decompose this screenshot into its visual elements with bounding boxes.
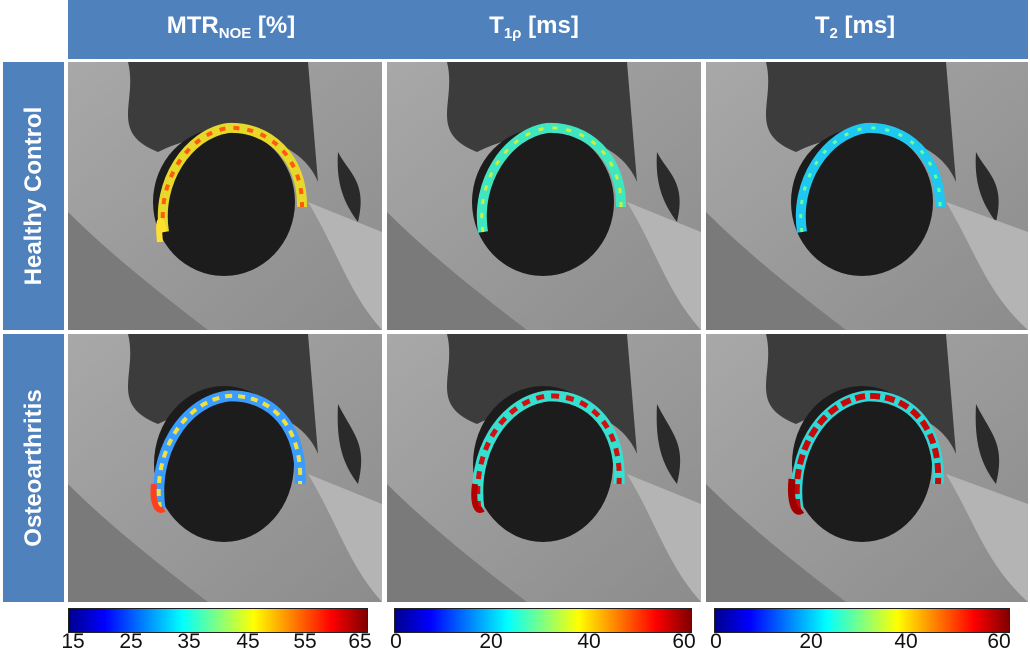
t2-colorbar <box>714 608 1010 633</box>
mtr-colorbar <box>68 608 368 633</box>
mtr-tick-label: 55 <box>293 630 317 653</box>
panel-healthy-t1rho <box>387 62 701 330</box>
panel-oa-t2 <box>706 334 1028 602</box>
column-title-t2: T2 [ms] <box>814 12 896 42</box>
panel-oa-mtr <box>68 334 382 602</box>
t1rho-colorbar <box>394 608 692 633</box>
row-title-healthy-control: Healthy Control <box>19 106 47 286</box>
mtr-tick-label: 15 <box>61 630 85 653</box>
t2-tick-label: 40 <box>894 630 918 653</box>
panel-oa-t1rho <box>387 334 701 602</box>
panel-healthy-t2 <box>706 62 1028 330</box>
mtr-tick-label: 45 <box>236 630 260 653</box>
mtr-tick-label: 65 <box>348 630 372 653</box>
panel-healthy-mtr <box>68 62 382 330</box>
t2-tick-label: 20 <box>799 630 823 653</box>
t1rho-tick-label: 0 <box>390 630 402 653</box>
row-title-osteoarthritis: Osteoarthritis <box>19 389 47 547</box>
mtr-tick-label: 25 <box>119 630 143 653</box>
row-label-bar-healthy: Healthy Control <box>3 62 64 330</box>
t2-tick-label: 60 <box>987 630 1011 653</box>
column-header-band <box>68 0 1028 59</box>
t2-tick-label: 0 <box>710 630 722 653</box>
mtr-tick-label: 35 <box>177 630 201 653</box>
t1rho-tick-label: 40 <box>577 630 601 653</box>
column-title-mtr-noe: MTRNOE [%] <box>166 12 296 42</box>
t1rho-tick-label: 20 <box>479 630 503 653</box>
row-label-bar-oa: Osteoarthritis <box>3 334 64 602</box>
column-title-t1rho: T1ρ [ms] <box>489 12 579 42</box>
t1rho-tick-label: 60 <box>672 630 696 653</box>
